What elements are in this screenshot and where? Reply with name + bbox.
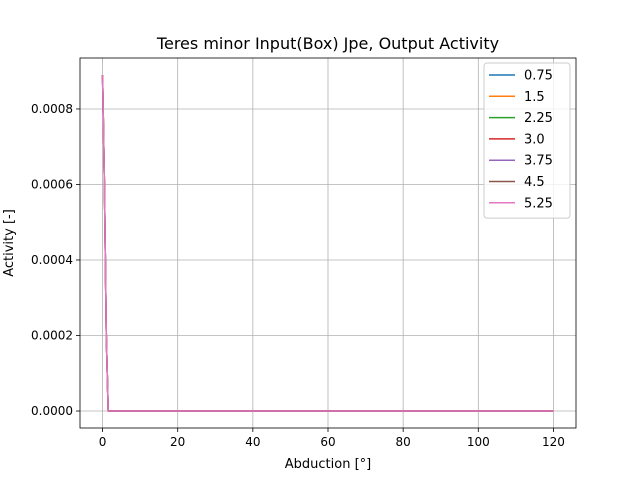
x-axis-label: Abduction [°] — [285, 457, 371, 472]
legend-label: 4.5 — [524, 175, 545, 190]
legend-label: 3.75 — [524, 154, 553, 169]
legend-label: 0.75 — [524, 69, 553, 84]
x-tick-label: 0 — [99, 435, 107, 449]
y-tick-label: 0.0008 — [31, 102, 73, 116]
y-tick-label: 0.0000 — [31, 404, 73, 418]
x-tick-label: 40 — [245, 435, 260, 449]
legend-label: 3.0 — [524, 132, 545, 147]
x-tick-label: 120 — [542, 435, 565, 449]
legend-label: 5.25 — [524, 196, 553, 211]
legend: 0.75 1.5 2.25 3.0 3.75 4.5 5.25 — [483, 62, 571, 219]
legend-box — [483, 62, 571, 219]
x-tick-label: 100 — [467, 435, 490, 449]
x-tick-label: 80 — [396, 435, 411, 449]
series-lines — [101, 74, 554, 412]
x-tick-label: 20 — [170, 435, 185, 449]
y-tick-label: 0.0002 — [31, 329, 73, 343]
y-tick-label: 0.0006 — [31, 177, 73, 191]
axis-ticks: 0 20 40 60 80 100 120 0.0000 0.0002 0.0004 0.0006 0… — [31, 102, 565, 449]
legend-label: 1.5 — [524, 90, 545, 105]
legend-label: 2.25 — [524, 111, 553, 126]
chart-title: Teres minor Input(Box) Jpe, Output Activ… — [156, 34, 499, 53]
x-tick-label: 60 — [320, 435, 335, 449]
y-axis-label: Activity [-] — [2, 209, 17, 277]
series-line — [101, 74, 554, 412]
y-tick-label: 0.0004 — [31, 253, 73, 267]
